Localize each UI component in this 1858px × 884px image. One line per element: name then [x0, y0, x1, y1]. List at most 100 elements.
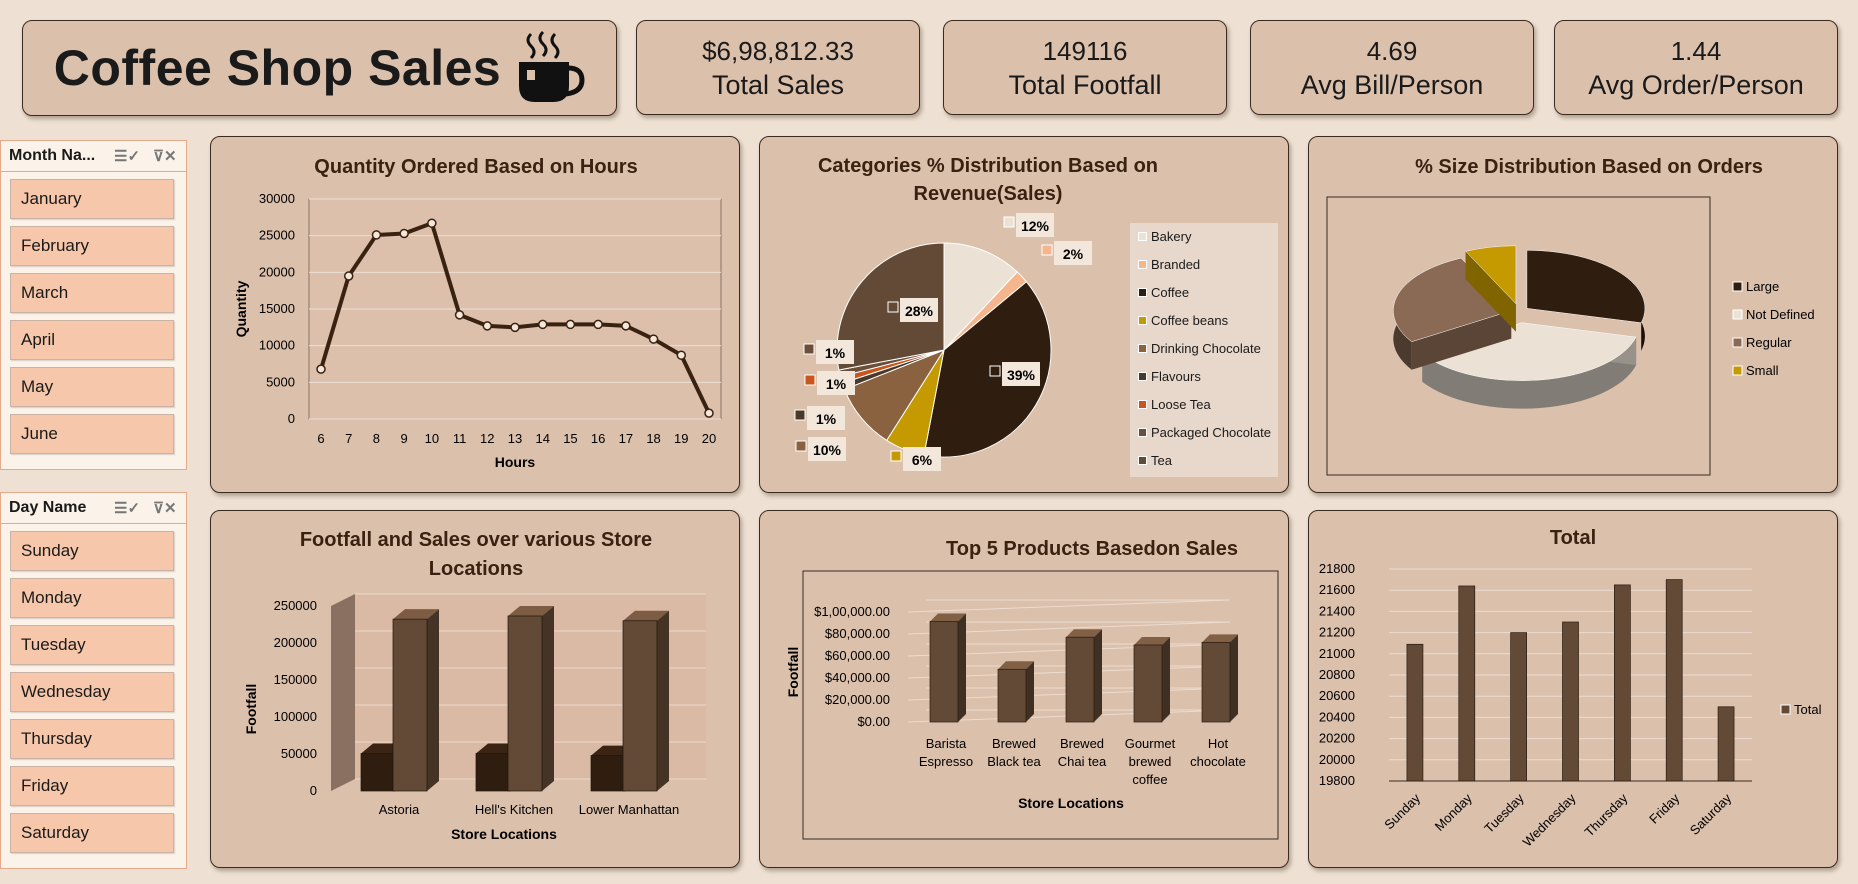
- slicer-item-march[interactable]: March: [10, 273, 174, 313]
- y-tick-label: 0: [288, 411, 295, 426]
- x-tick-label: Espresso: [919, 754, 973, 769]
- data-point: [704, 408, 714, 418]
- y-tick-label: 10000: [259, 338, 295, 353]
- bar: [1201, 641, 1231, 723]
- x-tick-label: chocolate: [1190, 754, 1246, 769]
- y-tick-label: $80,000.00: [825, 626, 890, 641]
- bar-side: [427, 609, 439, 791]
- bar-side: [1162, 636, 1170, 722]
- multi-select-icon[interactable]: ☰✓: [114, 148, 141, 165]
- kpi-avg-bill: 4.69 Avg Bill/Person: [1250, 20, 1534, 115]
- legend-swatch: [1138, 372, 1147, 381]
- gridline-diag: [907, 599, 1231, 613]
- x-tick-label: 15: [563, 431, 577, 446]
- legend-label: Regular: [1746, 335, 1792, 350]
- y-tick-label: 15000: [259, 301, 295, 316]
- month-slicer: Month Na... ☰✓ ⊽✕ January February March…: [0, 140, 187, 470]
- kpi-label: Total Footfall: [1008, 69, 1162, 100]
- chart-title-line2: Locations: [429, 558, 523, 580]
- data-point: [565, 319, 576, 330]
- slicer-item-saturday[interactable]: Saturday: [10, 813, 174, 853]
- slicer-title: Month Na...: [9, 147, 96, 164]
- days-bar-chart[interactable]: Total 19800 20000 20200 20400 20600 20800 21000…: [1308, 510, 1838, 868]
- x-tick-label: 16: [591, 431, 605, 446]
- hours-line-chart[interactable]: Quantity Ordered Based on Hours 0 5000 1000…: [210, 136, 740, 493]
- clear-filter-icon[interactable]: ⊽✕: [153, 148, 177, 165]
- bar: [1510, 632, 1527, 782]
- data-label-bg: [817, 371, 855, 395]
- label-swatch: [794, 409, 806, 421]
- x-tick-label: Friday: [1646, 790, 1682, 826]
- slicer-item-june[interactable]: June: [10, 414, 174, 454]
- slicer-item-may[interactable]: May: [10, 367, 174, 407]
- chart-title: Quantity Ordered Based on Hours: [314, 156, 637, 178]
- legend-label: Coffee beans: [1151, 313, 1229, 328]
- y-tick-label: $20,000.00: [825, 692, 890, 707]
- slicer-item-friday[interactable]: Friday: [10, 766, 174, 806]
- chart-title-line2: Revenue(Sales): [914, 183, 1063, 205]
- slicer-item-thursday[interactable]: Thursday: [10, 719, 174, 759]
- clear-filter-icon[interactable]: ⊽✕: [153, 500, 177, 517]
- x-tick-label: 20: [702, 431, 716, 446]
- data-label: 39%: [1007, 367, 1036, 383]
- bar-top: [508, 605, 554, 616]
- size-pie-chart[interactable]: % Size Distribution Based on Orders Large…: [1308, 136, 1838, 493]
- bar-top: [998, 661, 1034, 670]
- x-tick-label: Hot: [1208, 736, 1229, 751]
- x-tick-label: Lower Manhattan: [579, 802, 679, 817]
- y-tick-label: 150000: [274, 672, 317, 687]
- slicer-item-april[interactable]: April: [10, 320, 174, 360]
- store-bar-chart[interactable]: Footfall and Sales over various Store Loc…: [210, 510, 740, 868]
- slicer-item-february[interactable]: February: [10, 226, 174, 266]
- bar-top: [930, 613, 966, 622]
- slicer-item-sunday[interactable]: Sunday: [10, 531, 174, 571]
- y-tick-label: 21600: [1319, 582, 1355, 597]
- data-label: 28%: [905, 303, 934, 319]
- legend-swatch: [1732, 337, 1743, 348]
- chart-title-line1: Footfall and Sales over various Store: [300, 529, 652, 551]
- x-tick-label: Sunday: [1381, 790, 1423, 832]
- legend-swatch: [1138, 316, 1147, 325]
- bar: [1133, 644, 1163, 723]
- products-bar-chart[interactable]: Top 5 Products Basedon Sales $0.00 $20,000…: [759, 510, 1289, 868]
- legend-swatch: [1138, 260, 1147, 269]
- legend-item: Flavours: [1138, 369, 1201, 384]
- pie-slice: [923, 281, 1052, 458]
- multi-select-icon[interactable]: ☰✓: [114, 500, 141, 517]
- legend-swatch: [1780, 704, 1791, 715]
- legend-swatch: [1732, 365, 1743, 376]
- data-label: 2%: [1063, 246, 1084, 262]
- bar-top: [623, 610, 669, 621]
- legend-item: Coffee: [1138, 285, 1189, 300]
- data-label: 1%: [825, 345, 846, 361]
- x-tick-label: Brewed: [992, 736, 1036, 751]
- slicer-item-monday[interactable]: Monday: [10, 578, 174, 618]
- legend-label: Tea: [1151, 453, 1172, 468]
- x-tick-label: brewed: [1129, 754, 1172, 769]
- x-tick-label: Black tea: [987, 754, 1041, 769]
- legend-item: Drinking Chocolate: [1138, 341, 1261, 356]
- y-tick-label: 21400: [1319, 603, 1355, 618]
- bar-side: [958, 613, 966, 722]
- slicer-item-wednesday[interactable]: Wednesday: [10, 672, 174, 712]
- pie-slice-edge: [1411, 310, 1512, 370]
- data-label-bg: [1016, 213, 1054, 237]
- side-wall: [331, 594, 355, 791]
- slicer-item-tuesday[interactable]: Tuesday: [10, 625, 174, 665]
- x-axis-label: Store Locations: [451, 826, 557, 842]
- data-point: [537, 319, 548, 330]
- legend-swatch: [1138, 456, 1147, 465]
- category-pie-chart[interactable]: Categories % Distribution Based on Revenu…: [759, 136, 1289, 493]
- legend-label: Small: [1746, 363, 1779, 378]
- x-tick-label: 7: [345, 431, 352, 446]
- data-label: 12%: [1021, 218, 1050, 234]
- x-tick-label: Monday: [1432, 790, 1476, 834]
- x-tick-label: 9: [401, 431, 408, 446]
- x-tick-label: Barista: [926, 736, 967, 751]
- slicer-item-january[interactable]: January: [10, 179, 174, 219]
- data-point: [371, 230, 382, 240]
- category-legend: Bakery Branded Coffee Coffee beans Drinking …: [1130, 223, 1278, 477]
- legend-label: Total: [1794, 702, 1822, 717]
- bar-side: [1026, 661, 1034, 722]
- slicer-header: Day Name ☰✓ ⊽✕: [1, 493, 186, 524]
